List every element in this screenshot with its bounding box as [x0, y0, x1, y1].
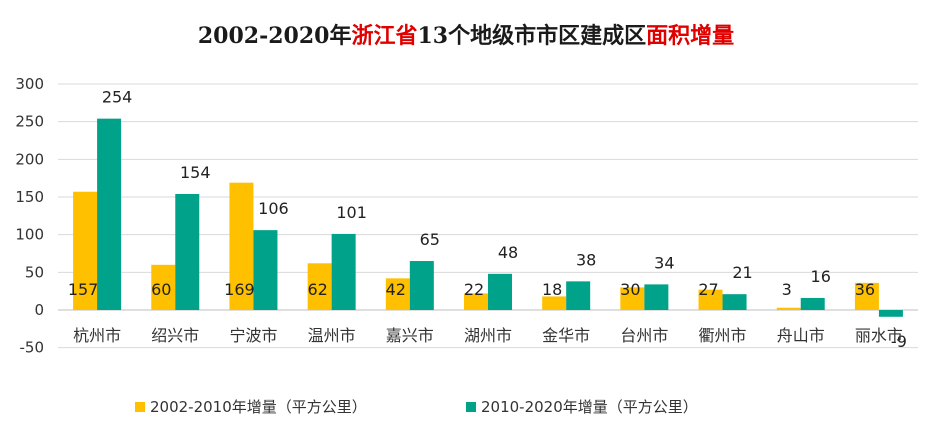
- data-label: 18: [542, 280, 562, 299]
- category-label: 丽水市: [855, 326, 903, 345]
- bar: [776, 307, 801, 310]
- data-label: 60: [151, 280, 171, 299]
- bar: [151, 264, 176, 310]
- data-label: 34: [654, 253, 674, 272]
- title-part-1: 2002-2020年: [197, 23, 352, 49]
- bar: [464, 293, 488, 310]
- bar: [722, 294, 747, 310]
- chart-title: 2002-2020年浙江省13个地级市市区建成区面积增量: [0, 18, 932, 50]
- legend-label: 2002-2010年增量（平方公里）: [150, 398, 367, 416]
- category-label: 金华市: [542, 326, 590, 345]
- category-label: 绍兴市: [151, 326, 199, 345]
- title-part-3: 13个地级市市区建成区: [417, 23, 647, 49]
- bar: [73, 191, 98, 310]
- legend-swatch: [135, 402, 145, 412]
- data-label: 101: [336, 203, 367, 222]
- data-label: 16: [811, 267, 831, 286]
- y-tick-label: 250: [15, 113, 44, 131]
- category-label: 杭州市: [73, 326, 121, 345]
- bar: [566, 281, 591, 310]
- bar: [409, 261, 434, 310]
- bar: [97, 118, 122, 310]
- y-tick-label: 100: [15, 226, 44, 244]
- category-label: 嘉兴市: [386, 326, 434, 345]
- bar: [385, 278, 410, 310]
- data-label: 62: [307, 280, 327, 299]
- title-part-2: 浙江省: [351, 23, 418, 49]
- data-label: 154: [180, 163, 211, 182]
- category-label: 衢州市: [699, 326, 747, 345]
- bar: [488, 273, 512, 310]
- bar: [878, 310, 903, 317]
- bar: [331, 233, 356, 310]
- data-label: 48: [498, 243, 518, 262]
- bar: [542, 296, 567, 310]
- bar: [307, 263, 332, 310]
- data-label: -9: [891, 332, 907, 351]
- data-label: 254: [102, 88, 133, 107]
- bar: [854, 282, 879, 310]
- data-label: 65: [420, 230, 440, 249]
- category-label: 宁波市: [229, 326, 277, 345]
- y-tick-label: 50: [25, 263, 44, 281]
- bar: [698, 289, 723, 310]
- category-label: 台州市: [620, 326, 668, 345]
- data-label: 42: [386, 280, 406, 299]
- legend-swatch: [466, 402, 476, 412]
- data-label: 106: [258, 199, 289, 218]
- bar: [229, 182, 254, 310]
- bar: [644, 284, 669, 310]
- y-tick-label: 300: [15, 75, 44, 93]
- category-label: 温州市: [308, 326, 356, 345]
- legend-label: 2010-2020年增量（平方公里）: [481, 398, 698, 416]
- data-label: 27: [698, 280, 718, 299]
- data-label: 36: [855, 280, 875, 299]
- category-label: 舟山市: [777, 326, 825, 345]
- bar: [253, 230, 278, 310]
- data-label: 3: [782, 280, 792, 299]
- data-label: 169: [224, 280, 255, 299]
- y-tick-label: 200: [15, 150, 44, 168]
- category-label: 湖州市: [464, 326, 512, 345]
- title-part-4: 面积增量: [646, 23, 735, 49]
- bar: [620, 287, 645, 310]
- data-label: 157: [68, 280, 99, 299]
- y-tick-label: 0: [34, 301, 44, 319]
- bar: [800, 297, 825, 310]
- data-label: 21: [732, 263, 752, 282]
- y-tick-label: -50: [20, 339, 45, 357]
- y-tick-label: 150: [15, 188, 44, 206]
- data-label: 38: [576, 250, 596, 269]
- bar: [175, 193, 200, 310]
- data-label: 22: [464, 280, 484, 299]
- data-label: 30: [620, 280, 640, 299]
